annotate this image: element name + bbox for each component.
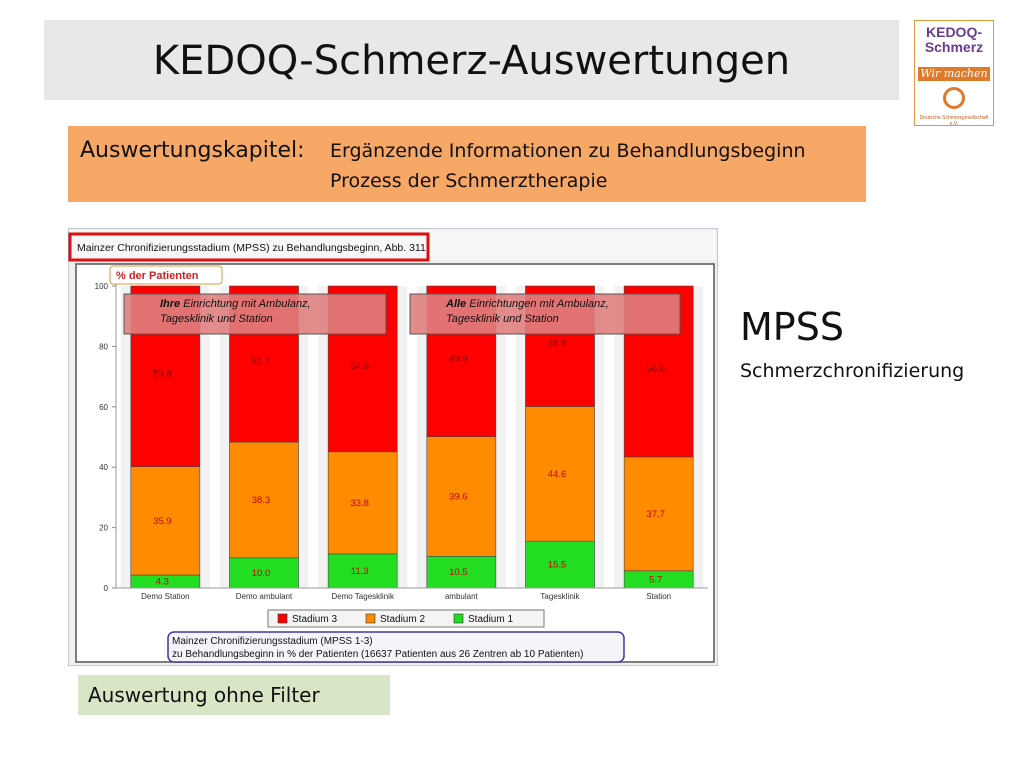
- logo-slogan: Wir machen mit.: [918, 67, 990, 94]
- y-tick-label: 60: [99, 403, 108, 412]
- legend: Stadium 3 Stadium 2 Stadium 1: [267, 609, 545, 628]
- legend-label: Stadium 3: [292, 614, 337, 625]
- bar-segment: [327, 451, 398, 555]
- legend-box: [267, 609, 545, 628]
- footnote-line-1: Mainzer Chronifizierungsstadium (MPSS 1-…: [172, 636, 373, 647]
- bar-segment: [130, 466, 201, 576]
- annotation-line-2: Tagesklinik und Station: [160, 313, 273, 325]
- data-label: 39.6: [449, 491, 468, 502]
- x-tick-label: ambulant: [445, 592, 479, 601]
- data-label: 39.9: [548, 338, 567, 349]
- y-tick-label: 80: [99, 342, 108, 351]
- x-tick-label: Demo ambulant: [236, 592, 293, 601]
- chart-screenshot: Mainzer Chronifizierungsstadium (MPSS) z…: [67, 227, 719, 667]
- data-label: 5.7: [649, 574, 662, 585]
- data-label: 15.5: [548, 560, 567, 571]
- chapter-label: Auswertungskapitel:: [80, 138, 305, 163]
- logo-brand-line2: Schmerz: [924, 39, 984, 55]
- plot-area: 0 20 40 60 80 100 4.3 35.9 59.8 Demo Station 10.0 3…: [95, 282, 708, 601]
- x-tick-label: Demo Tagesklinik: [331, 592, 395, 601]
- side-subheading: Schmerzchronifizierung: [740, 360, 965, 382]
- footnote-line-2: zu Behandlungsbeginn in % der Patienten …: [172, 649, 583, 660]
- data-label: 51.7: [252, 356, 271, 367]
- data-label: 38.3: [252, 495, 271, 506]
- annotation-box: [123, 293, 387, 335]
- bar-segment: [525, 540, 595, 589]
- data-label: 44.6: [548, 469, 567, 480]
- y-tick-label: 0: [104, 584, 109, 593]
- x-tick-label: Station: [646, 592, 671, 601]
- data-label: 35.9: [153, 516, 172, 527]
- y-tick-label: 100: [95, 282, 109, 291]
- legend-label: Stadium 2: [380, 614, 425, 625]
- chart-title-highlight: [68, 232, 430, 262]
- data-label: 11.3: [351, 566, 369, 577]
- legend-swatch: [277, 613, 288, 624]
- logo-org: Deutsche Schmerzgesellschaft e.V.: [919, 115, 989, 127]
- x-tick-label: Tagesklinik: [540, 592, 580, 601]
- data-label: 56.6: [646, 363, 665, 374]
- data-label: 33.8: [350, 498, 369, 509]
- y-axis-label: % der Patienten: [116, 270, 199, 282]
- y-tick-label: 40: [99, 463, 108, 472]
- data-label: 4.3: [156, 577, 169, 588]
- logo-brand: KEDOQ- Schmerz: [919, 25, 989, 55]
- x-tick-label: Demo Station: [141, 592, 189, 601]
- kedoq-logo: KEDOQ- Schmerz Wir machen mit. Deutsche …: [914, 20, 994, 127]
- data-label: 49.9: [449, 353, 468, 364]
- logo-emblem-icon: [943, 87, 965, 109]
- data-label: 10.0: [252, 568, 271, 579]
- chapter-line-1: Ergänzende Informationen zu Behandlungsb…: [330, 140, 806, 162]
- annotation-line-1: Ihre Einrichtung mit Ambulanz,: [160, 298, 311, 310]
- footnote-box: [167, 631, 625, 663]
- logo-brand-line1: KEDOQ-: [926, 24, 982, 40]
- bar-segment: [525, 406, 595, 542]
- bar-segment: [327, 553, 398, 589]
- annotation-line-1: Alle Einrichtungen mit Ambulanz,: [445, 298, 609, 310]
- bar-segment: [229, 441, 299, 559]
- legend-label: Stadium 1: [468, 614, 513, 625]
- bar-segment: [426, 436, 497, 557]
- filter-box: Auswertung ohne Filter: [78, 675, 390, 715]
- annotation-box: [409, 293, 681, 335]
- title-bar: KEDOQ-Schmerz-Auswertungen: [44, 20, 899, 100]
- chart-svg: Mainzer Chronifizierungsstadium (MPSS) z…: [67, 227, 719, 667]
- legend-swatch: [365, 613, 376, 624]
- y-axis-label-box: [109, 265, 223, 285]
- data-label: 59.8: [153, 368, 172, 379]
- chart-title: Mainzer Chronifizierungsstadium (MPSS) z…: [77, 242, 426, 254]
- annotation-line-2: Tagesklinik und Station: [446, 313, 559, 325]
- data-label: 37.7: [646, 509, 665, 520]
- bar-segment: [623, 456, 694, 572]
- side-heading: MPSS: [740, 305, 844, 349]
- page-title: KEDOQ-Schmerz-Auswertungen: [152, 38, 791, 84]
- data-label: 10.5: [449, 567, 468, 578]
- data-label: 54.9: [350, 361, 369, 372]
- y-tick-label: 20: [99, 524, 108, 533]
- chapter-line-2: Prozess der Schmerztherapie: [330, 170, 608, 192]
- chapter-box: Auswertungskapitel: Ergänzende Informati…: [68, 126, 866, 202]
- filter-label: Auswertung ohne Filter: [88, 683, 320, 707]
- legend-swatch: [453, 613, 464, 624]
